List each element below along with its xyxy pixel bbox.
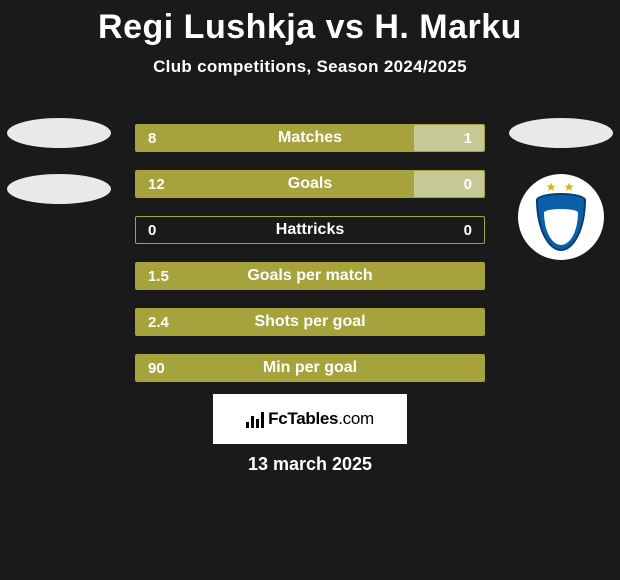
fctables-brand: FcTables.com [213, 394, 407, 444]
stat-row-shots-per-goal: Shots per goal2.4 [135, 308, 485, 336]
stat-values: 81 [136, 125, 484, 151]
stat-value-player2: 1 [464, 130, 472, 147]
stat-value-player1: 2.4 [148, 314, 169, 331]
stat-values: 1.5 [136, 263, 484, 289]
player2-logos: ★ ★ [506, 118, 616, 260]
page-title: Regi Lushkja vs H. Marku [0, 8, 620, 47]
stat-value-player1: 12 [148, 176, 165, 193]
stats-bars: Matches81Goals120Hattricks00Goals per ma… [135, 124, 485, 382]
stat-values: 2.4 [136, 309, 484, 335]
stat-value-player1: 0 [148, 222, 156, 239]
stat-row-min-per-goal: Min per goal90 [135, 354, 485, 382]
kf-tirana-crest: ★ ★ [518, 174, 604, 260]
crest-shield-icon [536, 193, 586, 251]
page-subtitle: Club competitions, Season 2024/2025 [0, 57, 620, 77]
stat-value-player1: 8 [148, 130, 156, 147]
club-logo-placeholder [7, 174, 111, 204]
club-logo-placeholder [509, 118, 613, 148]
stat-row-goals-per-match: Goals per match1.5 [135, 262, 485, 290]
player1-logos [4, 118, 114, 204]
stat-values: 12 0 [136, 171, 484, 197]
stat-row-matches: Matches81 [135, 124, 485, 152]
stat-value-player1: 1.5 [148, 268, 169, 285]
stat-value-player2: 0 [464, 176, 472, 193]
brand-text: FcTables.com [268, 409, 374, 429]
brand-bars-icon [246, 410, 264, 428]
stat-values: 90 [136, 355, 484, 381]
date-label: 13 march 2025 [248, 454, 372, 475]
stat-row-hattricks: Hattricks00 [135, 216, 485, 244]
club-logo-placeholder [7, 118, 111, 148]
crest-stars-icon: ★ ★ [546, 180, 577, 194]
stat-value-player1: 90 [148, 360, 165, 377]
stat-row-goals: Goals120 [135, 170, 485, 198]
stat-values: 00 [136, 217, 484, 243]
stat-value-player2: 0 [464, 222, 472, 239]
